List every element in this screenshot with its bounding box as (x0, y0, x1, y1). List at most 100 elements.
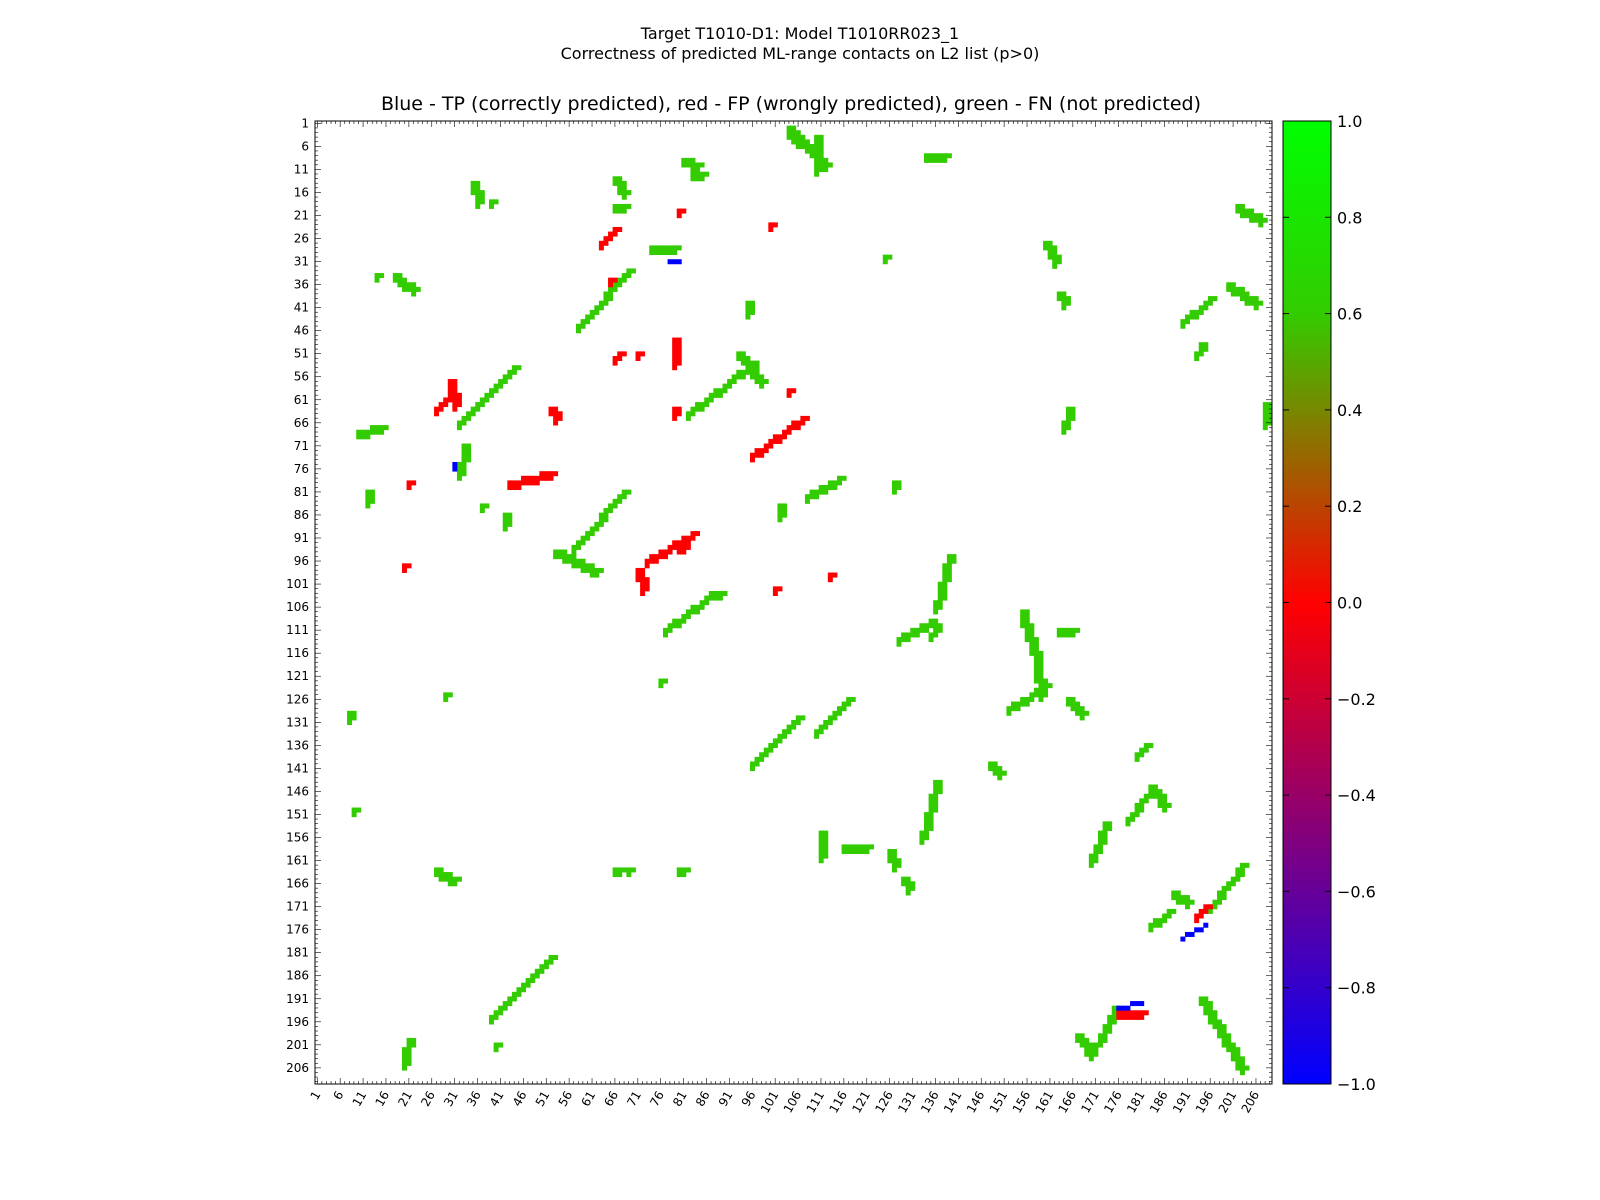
fn-cell (690, 609, 696, 615)
fn-cell (736, 355, 742, 361)
fn-cell (1033, 664, 1039, 670)
fn-cell (745, 300, 751, 306)
fn-cell (1093, 1047, 1099, 1053)
fn-cell (571, 558, 577, 564)
fn-cell (1203, 305, 1209, 311)
y-tick-label: 26 (294, 232, 309, 246)
fn-cell (713, 590, 719, 596)
fn-cell (1038, 660, 1044, 666)
fn-cell (369, 489, 375, 495)
fn-cell (681, 162, 687, 168)
fn-cell (1148, 927, 1154, 933)
fn-cell (1244, 1065, 1250, 1071)
fn-cell (1139, 752, 1145, 758)
fp-cell (772, 586, 778, 592)
fn-cell (1235, 1065, 1241, 1071)
fn-cell (1221, 1042, 1227, 1048)
fp-cell (1125, 1010, 1131, 1016)
fn-cell (511, 369, 517, 375)
fn-cell (786, 729, 792, 735)
fn-cell (1033, 673, 1039, 679)
fn-cell (997, 766, 1003, 772)
fn-cell (823, 853, 829, 859)
fn-cell (621, 180, 627, 186)
x-tick-label: 56 (556, 1089, 576, 1109)
fn-cell (905, 881, 911, 887)
fn-cell (626, 872, 632, 878)
fn-cell (360, 434, 366, 440)
fn-cell (1239, 1070, 1245, 1076)
fn-cell (534, 968, 540, 974)
fn-cell (466, 415, 472, 421)
fn-cell (603, 291, 609, 297)
fn-cell (823, 849, 829, 855)
fn-cell (1079, 1037, 1085, 1043)
fn-cell (1070, 415, 1076, 421)
fn-cell (818, 167, 824, 173)
fn-cell (681, 614, 687, 620)
fp-cell (507, 480, 513, 486)
fp-cell (791, 420, 797, 426)
fn-cell (777, 512, 783, 518)
fn-cell (667, 627, 673, 633)
y-tick-label: 91 (294, 531, 309, 545)
fp-cell (681, 208, 687, 214)
y-tick-label: 126 (286, 692, 309, 706)
fn-cell (475, 185, 481, 191)
fn-cell (1262, 415, 1268, 421)
fn-cell (1166, 802, 1172, 808)
fn-cell (1065, 420, 1071, 426)
fp-cell (644, 563, 650, 569)
fn-cell (1212, 904, 1218, 910)
y-tick-label: 186 (286, 969, 309, 983)
fp-cell (612, 226, 618, 232)
fn-cell (919, 623, 925, 629)
fp-cell (800, 420, 806, 426)
y-tick-label: 21 (294, 208, 309, 222)
fn-cell (571, 549, 577, 555)
fn-cell (1235, 872, 1241, 878)
fn-cell (699, 406, 705, 412)
fn-cell (511, 365, 517, 371)
fn-cell (992, 770, 998, 776)
fn-cell (594, 572, 600, 578)
fn-cell (525, 978, 531, 984)
fn-cell (837, 475, 842, 481)
fn-cell (804, 139, 810, 145)
fp-cell (795, 420, 801, 426)
fn-cell (434, 867, 440, 873)
fn-cell (553, 954, 559, 960)
y-tick-label: 166 (286, 877, 309, 891)
fn-cell (1052, 250, 1058, 256)
x-tick-label: 1 (308, 1089, 324, 1103)
fn-cell (676, 867, 682, 873)
fn-cell (1029, 637, 1035, 643)
fn-cell (800, 715, 806, 721)
fn-cell (1207, 908, 1213, 914)
fn-cell (438, 876, 444, 882)
fn-cell (658, 250, 664, 256)
fp-cell (772, 590, 778, 596)
fn-cell (585, 531, 591, 537)
fn-cell (1102, 830, 1108, 836)
fn-cell (1194, 309, 1200, 315)
fn-cell (598, 300, 604, 306)
fp-cell (1198, 908, 1204, 914)
fp-cell (672, 544, 678, 550)
fn-cell (489, 1014, 494, 1020)
fn-cell (1098, 835, 1103, 841)
fn-cell (690, 411, 696, 417)
fn-cell (891, 867, 897, 873)
fn-cell (1258, 300, 1264, 306)
fn-cell (456, 876, 462, 882)
x-tick-label: 176 (1101, 1089, 1125, 1116)
fp-cell (768, 222, 774, 228)
fn-cell (658, 245, 664, 251)
fn-cell (612, 208, 618, 214)
x-tick-label: 51 (533, 1089, 553, 1109)
fn-cell (1230, 1047, 1236, 1053)
fn-cell (1253, 300, 1259, 306)
fn-cell (489, 199, 494, 205)
fn-cell (887, 853, 893, 859)
fn-cell (704, 171, 710, 177)
